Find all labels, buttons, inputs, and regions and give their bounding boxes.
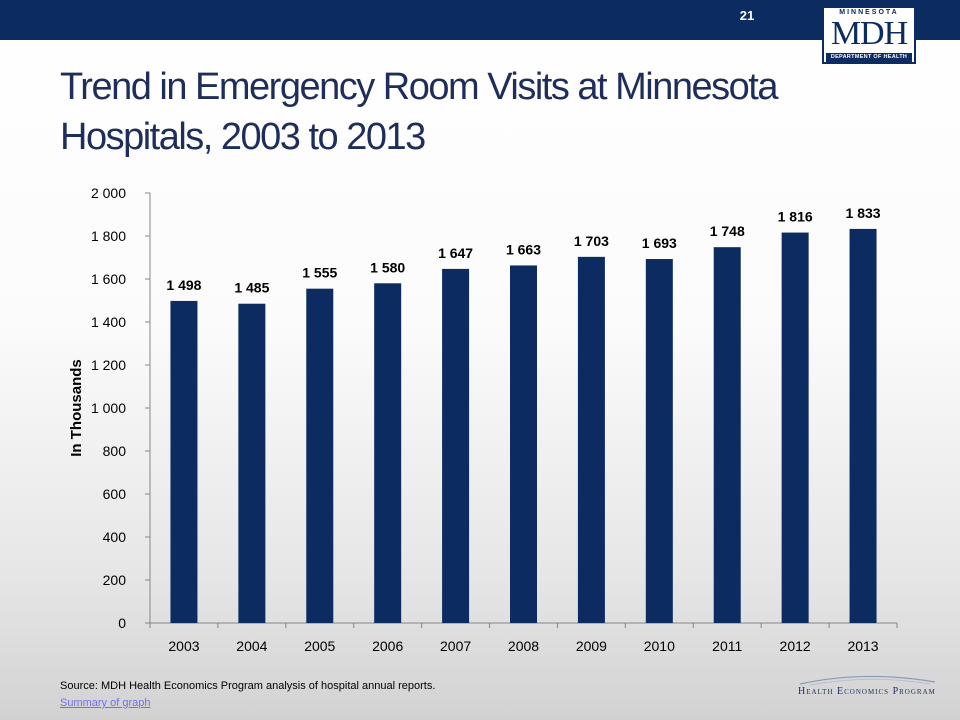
bar bbox=[170, 300, 198, 623]
y-tick-label: 1 400 bbox=[91, 314, 126, 330]
data-label: 1 555 bbox=[302, 265, 337, 281]
y-tick-label: 0 bbox=[118, 615, 126, 631]
x-tick-label: 2012 bbox=[780, 638, 811, 654]
y-axis-title: In Thousands bbox=[68, 359, 85, 457]
logo-department-text: DEPARTMENT OF HEALTH bbox=[826, 53, 912, 62]
slide-number: 21 bbox=[739, 8, 755, 23]
data-label: 1 816 bbox=[778, 209, 813, 225]
bar bbox=[374, 283, 402, 623]
x-tick-label: 2013 bbox=[847, 638, 878, 654]
y-tick-label: 400 bbox=[103, 529, 127, 545]
y-tick-label: 200 bbox=[103, 572, 127, 588]
hep-logo-text: Health Economics Program bbox=[798, 686, 936, 697]
bar-chart: 0 200 400 600 800 1 000 1 200 1 400 1 600 1 800 2 … bbox=[68, 185, 898, 654]
data-label: 1 663 bbox=[506, 241, 541, 257]
mdh-logo: MINNESOTA MDH DEPARTMENT OF HEALTH bbox=[822, 6, 916, 64]
y-tick-label: 800 bbox=[103, 443, 127, 459]
summary-of-graph-link[interactable]: Summary of graph bbox=[60, 697, 151, 709]
data-label: 1 485 bbox=[234, 280, 269, 296]
bar bbox=[306, 288, 334, 623]
x-tick-label: 2007 bbox=[440, 638, 471, 654]
y-tick-label: 1 200 bbox=[91, 357, 126, 373]
data-label: 1 693 bbox=[642, 235, 677, 251]
bar bbox=[645, 259, 673, 623]
header-bar bbox=[0, 0, 960, 40]
data-label: 1 647 bbox=[438, 245, 473, 261]
slide-title: Trend in Emergency Room Visits at Minnes… bbox=[60, 66, 778, 158]
data-label: 1 703 bbox=[574, 233, 609, 249]
bar bbox=[510, 265, 537, 623]
logo-mdh-text: MDH bbox=[830, 15, 908, 52]
data-label: 1 580 bbox=[370, 259, 405, 275]
hep-swoosh-icon bbox=[799, 675, 936, 686]
bar bbox=[577, 256, 605, 623]
bar bbox=[781, 232, 809, 623]
logo-state-text: MINNESOTA bbox=[839, 9, 899, 16]
data-label: 1 748 bbox=[710, 223, 745, 239]
bar bbox=[849, 228, 877, 623]
x-tick-label: 2008 bbox=[508, 638, 539, 654]
x-tick-label: 2006 bbox=[372, 638, 403, 654]
health-economics-program-logo: Health Economics Program bbox=[790, 672, 940, 706]
y-tick-label: 1 600 bbox=[91, 271, 126, 287]
data-label: 1 498 bbox=[166, 277, 201, 293]
x-tick-label: 2005 bbox=[304, 638, 335, 654]
data-label: 1 833 bbox=[846, 205, 881, 221]
y-tick-label: 1 000 bbox=[91, 400, 126, 416]
x-tick-label: 2010 bbox=[644, 638, 675, 654]
x-tick-label: 2003 bbox=[168, 638, 199, 654]
bar bbox=[713, 247, 741, 623]
y-tick-label: 2 000 bbox=[91, 185, 126, 201]
bar bbox=[442, 268, 470, 623]
source-note: Source: MDH Health Economics Program ana… bbox=[60, 680, 436, 692]
x-tick-label: 2011 bbox=[712, 638, 742, 654]
y-tick-label: 600 bbox=[103, 486, 127, 502]
x-tick-label: 2004 bbox=[236, 638, 267, 654]
x-tick-label: 2009 bbox=[576, 638, 607, 654]
bar bbox=[238, 303, 266, 623]
y-tick-label: 1 800 bbox=[91, 228, 126, 244]
